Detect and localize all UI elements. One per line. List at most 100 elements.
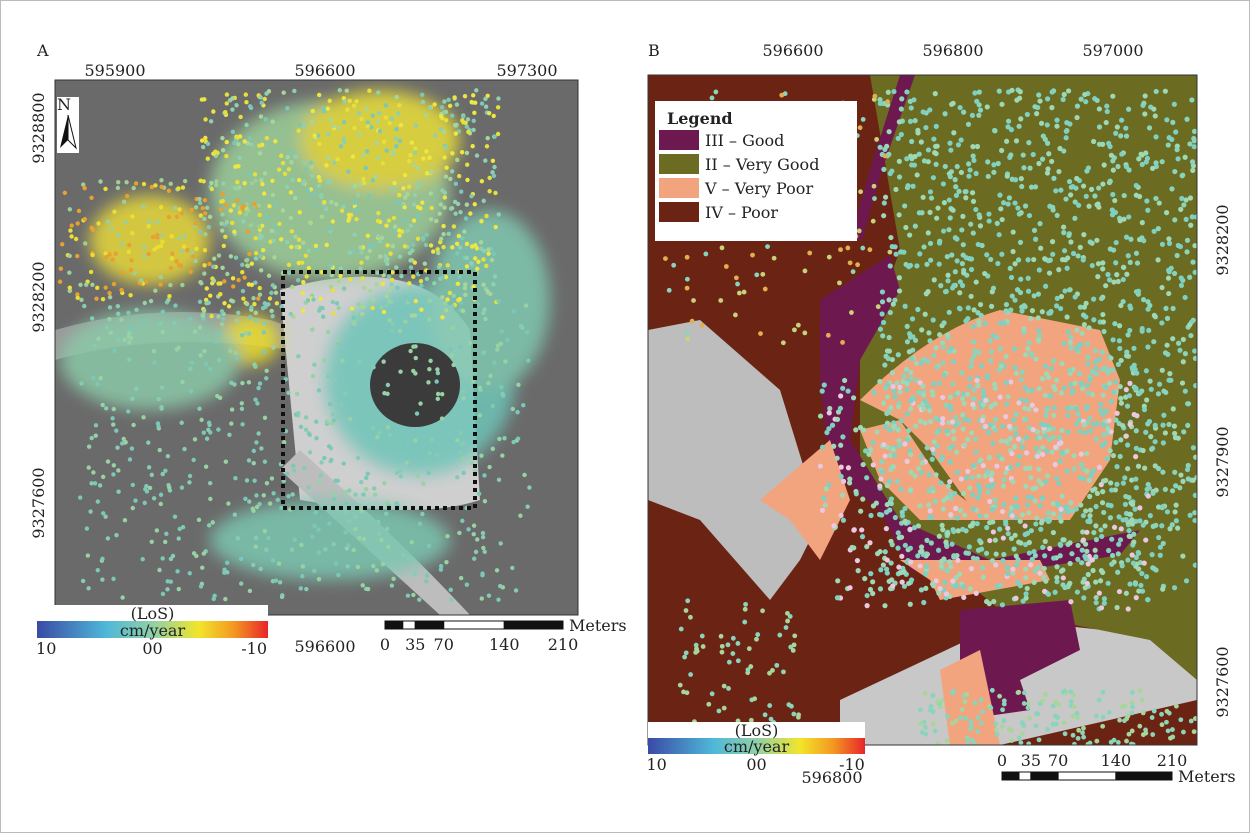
scatter-dot — [96, 221, 100, 225]
scatter-dot — [1110, 207, 1115, 212]
scatter-dot — [887, 250, 892, 255]
scatter-dot — [752, 696, 757, 701]
scatter-dot — [317, 184, 321, 188]
scatter-dot — [906, 264, 911, 269]
scatter-dot — [263, 117, 267, 121]
scatter-dot — [881, 401, 886, 406]
scatter-dot — [499, 385, 503, 389]
scatter-dot — [1027, 716, 1032, 721]
scatter-dot — [425, 573, 429, 577]
scatter-dot — [82, 304, 86, 308]
scatter-dot — [1186, 476, 1191, 481]
scatter-dot — [1147, 125, 1152, 130]
scatter-dot — [1143, 93, 1148, 98]
scale-bar-label: 70 — [1048, 751, 1068, 770]
scatter-dot — [925, 445, 930, 450]
scatter-dot — [917, 152, 922, 157]
scatter-dot — [903, 543, 908, 548]
scatter-dot — [160, 385, 164, 389]
scatter-dot — [938, 283, 943, 288]
scatter-dot — [1160, 159, 1165, 164]
scatter-dot — [927, 408, 932, 413]
scatter-dot — [970, 492, 975, 497]
scatter-dot — [1143, 731, 1148, 736]
scatter-dot — [949, 252, 954, 257]
scatter-dot — [1137, 390, 1142, 395]
scatter-dot — [256, 431, 260, 435]
scatter-dot — [485, 289, 489, 293]
scatter-dot — [405, 192, 409, 196]
scatter-dot — [1133, 386, 1138, 391]
scatter-dot — [1157, 382, 1162, 387]
scatter-dot — [1130, 704, 1135, 709]
scatter-dot — [488, 374, 492, 378]
scatter-dot — [763, 287, 768, 292]
scatter-dot — [429, 170, 433, 174]
scatter-dot — [1065, 406, 1070, 411]
scatter-dot — [156, 424, 160, 428]
scatter-dot — [479, 219, 483, 223]
scatter-dot — [993, 401, 998, 406]
scatter-dot — [1167, 241, 1172, 246]
scatter-dot — [70, 223, 74, 227]
scatter-dot — [679, 627, 684, 632]
scatter-dot — [343, 99, 347, 103]
scatter-dot — [802, 330, 807, 335]
scatter-dot — [211, 264, 215, 268]
scale-bar-label: 210 — [548, 635, 579, 654]
scatter-dot — [1185, 423, 1190, 428]
scatter-dot — [923, 125, 928, 130]
scatter-dot — [483, 158, 487, 162]
scatter-dot — [258, 151, 262, 155]
scatter-dot — [300, 574, 304, 578]
scatter-dot — [94, 434, 98, 438]
scatter-dot — [736, 658, 741, 663]
scatter-dot — [882, 603, 887, 608]
scatter-dot — [309, 221, 313, 225]
scatter-dot — [1039, 121, 1044, 126]
scatter-dot — [1031, 427, 1036, 432]
scatter-dot — [155, 220, 159, 224]
scatter-dot — [290, 285, 294, 289]
scatter-dot — [321, 106, 325, 110]
scatter-dot — [930, 486, 935, 491]
scatter-dot — [90, 283, 94, 287]
scatter-dot — [1053, 462, 1058, 467]
scatter-dot — [359, 182, 363, 186]
scatter-dot — [394, 95, 398, 99]
scatter-dot — [896, 530, 901, 535]
scatter-dot — [397, 228, 401, 232]
scatter-dot — [372, 486, 376, 490]
scatter-dot — [1043, 284, 1048, 289]
scatter-dot — [1124, 433, 1129, 438]
scatter-dot — [1016, 257, 1021, 262]
scatter-dot — [240, 270, 244, 274]
scatter-dot — [275, 301, 279, 305]
scatter-dot — [919, 327, 924, 332]
scatter-dot — [935, 205, 940, 210]
north-arrow-label: N — [57, 95, 71, 114]
coordinate-label: 597000 — [1082, 41, 1143, 60]
scatter-dot — [1030, 403, 1035, 408]
scatter-dot — [934, 216, 939, 221]
scatter-dot — [951, 283, 956, 288]
scatter-dot — [926, 502, 931, 507]
scatter-dot — [1102, 601, 1107, 606]
scatter-dot — [386, 425, 390, 429]
scatter-dot — [866, 452, 871, 457]
scatter-dot — [1130, 502, 1135, 507]
scatter-dot — [239, 557, 243, 561]
scatter-dot — [1113, 260, 1118, 265]
scatter-dot — [465, 163, 469, 167]
scatter-dot — [848, 260, 853, 265]
scatter-dot — [257, 143, 261, 147]
scatter-dot — [1067, 121, 1072, 126]
scatter-dot — [384, 304, 388, 308]
scatter-dot — [1023, 523, 1028, 528]
scatter-dot — [1056, 481, 1061, 486]
scatter-dot — [1029, 351, 1034, 356]
scatter-dot — [78, 495, 82, 499]
scatter-dot — [90, 253, 94, 257]
scatter-dot — [851, 269, 856, 274]
scatter-dot — [285, 155, 289, 159]
